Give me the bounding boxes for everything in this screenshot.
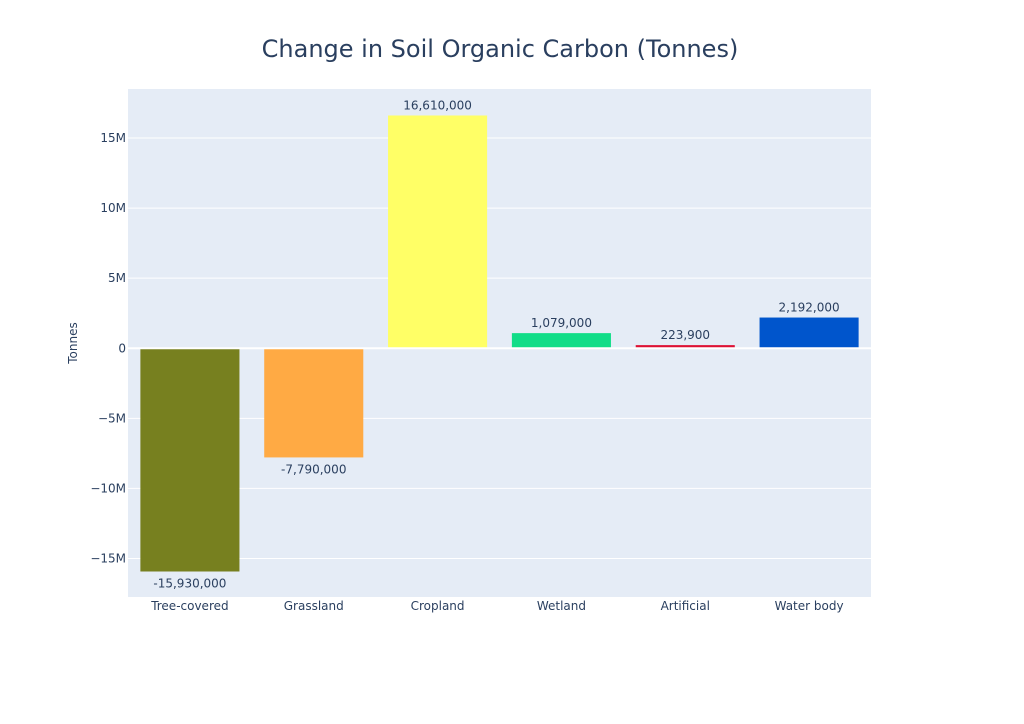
bar-value-label: -7,790,000 bbox=[281, 462, 346, 476]
x-tick-label: Grassland bbox=[284, 599, 344, 613]
y-tick-label: −5M bbox=[98, 411, 126, 425]
bar-value-label: 2,192,000 bbox=[779, 301, 840, 315]
x-tick-label: Wetland bbox=[537, 599, 586, 613]
y-tick-label: 10M bbox=[100, 201, 126, 215]
bar-value-label: -15,930,000 bbox=[153, 576, 226, 590]
x-axis-ticks: Tree-covered Grassland Cropland Wetland Arti… bbox=[150, 599, 843, 613]
y-tick-label: 0 bbox=[118, 341, 126, 355]
chart-title: Change in Soil Organic Carbon (Tonnes) bbox=[262, 35, 739, 63]
y-tick-label: −15M bbox=[90, 551, 126, 565]
x-tick-label: Tree-covered bbox=[150, 599, 228, 613]
bars bbox=[140, 115, 859, 572]
x-tick-label: Cropland bbox=[411, 599, 465, 613]
bar-artificial bbox=[635, 345, 735, 349]
y-axis-ticks: −15M −10M −5M 0 5M 10M 15M bbox=[90, 131, 126, 565]
bar-grassland bbox=[264, 348, 364, 458]
x-tick-label: Artificial bbox=[661, 599, 710, 613]
bar-value-label: 1,079,000 bbox=[531, 316, 592, 330]
bar-value-label: 223,900 bbox=[660, 328, 710, 342]
plot-area bbox=[128, 89, 871, 597]
y-tick-label: −10M bbox=[90, 481, 126, 495]
bar-value-labels: -15,930,000 -7,790,000 16,610,000 1,079,000… bbox=[153, 98, 839, 590]
y-tick-label: 15M bbox=[100, 131, 126, 145]
bar-tree-covered bbox=[140, 348, 240, 572]
grid-lines bbox=[128, 137, 871, 559]
bar-water-body bbox=[759, 317, 859, 349]
bar-value-label: 16,610,000 bbox=[403, 98, 472, 112]
y-tick-label: 5M bbox=[108, 271, 126, 285]
bar-cropland bbox=[388, 115, 488, 349]
y-axis-title: Tonnes bbox=[66, 322, 80, 364]
bar-wetland bbox=[511, 333, 611, 349]
x-tick-label: Water body bbox=[775, 599, 844, 613]
